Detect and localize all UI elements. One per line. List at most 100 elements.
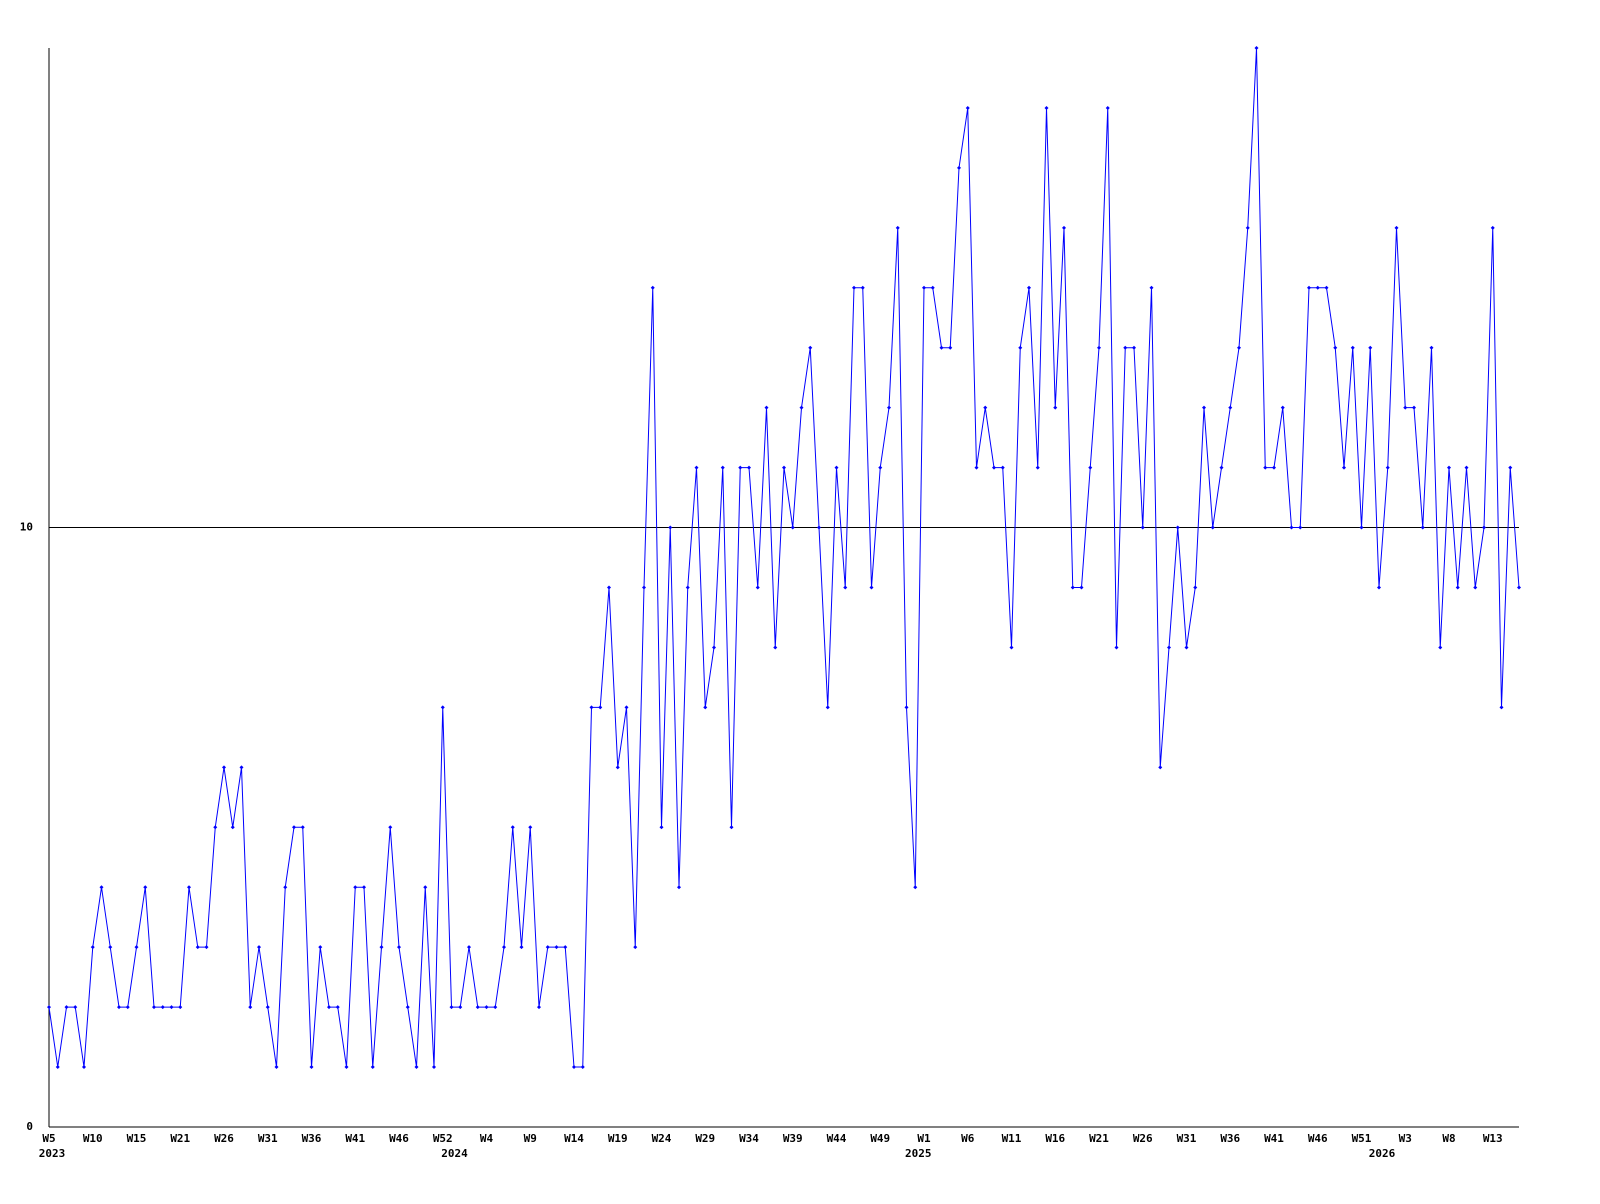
x-tick-label: W29	[695, 1132, 715, 1145]
x-tick-label: W39	[783, 1132, 803, 1145]
point-marker	[554, 945, 559, 950]
point-marker	[572, 1065, 576, 1070]
point-marker	[239, 765, 244, 770]
y-tick-label: 10	[20, 521, 33, 534]
point-marker	[134, 945, 139, 950]
x-tick-label: W44	[827, 1132, 847, 1145]
point-marker	[817, 525, 821, 530]
point-marker	[825, 705, 830, 710]
point-marker	[694, 465, 699, 470]
x-tick-label: W41	[345, 1132, 365, 1145]
point-marker	[1088, 465, 1093, 470]
x-tick-label: W19	[608, 1132, 628, 1145]
point-marker	[1429, 345, 1434, 350]
x-tick-label: W8	[1442, 1132, 1455, 1145]
point-marker	[82, 1065, 86, 1070]
x-tick-label: W9	[524, 1132, 537, 1145]
point-marker	[309, 1065, 314, 1070]
point-marker	[362, 885, 366, 890]
point-marker	[580, 1065, 585, 1070]
x-tick-label: W5	[42, 1132, 55, 1145]
point-marker	[1228, 405, 1233, 410]
point-marker	[633, 945, 638, 950]
point-marker	[1219, 465, 1224, 470]
point-marker	[230, 825, 235, 830]
x-tick-label: W51	[1352, 1132, 1372, 1145]
point-marker	[537, 1005, 541, 1010]
point-marker	[642, 585, 646, 590]
point-marker	[125, 1005, 130, 1010]
point-marker	[388, 825, 393, 830]
point-marker	[720, 465, 725, 470]
point-marker	[852, 285, 856, 290]
point-marker	[178, 1005, 183, 1010]
point-marker	[257, 945, 261, 950]
point-marker	[878, 465, 883, 470]
point-marker	[152, 1005, 156, 1010]
x-tick-label: W52	[433, 1132, 453, 1145]
point-marker	[1359, 525, 1364, 530]
point-marker	[1298, 525, 1303, 530]
point-marker	[432, 1065, 436, 1070]
point-marker	[414, 1065, 419, 1070]
x-tick-label: W31	[258, 1132, 278, 1145]
x-tick-label: W26	[1133, 1132, 1153, 1145]
point-marker	[1018, 345, 1023, 350]
point-marker	[467, 945, 471, 950]
point-marker	[73, 1005, 78, 1010]
point-marker	[948, 345, 953, 350]
point-marker	[318, 945, 323, 950]
y-tick-label: 0	[26, 1120, 33, 1133]
point-marker	[607, 585, 611, 590]
point-marker	[335, 1005, 340, 1010]
point-marker	[1245, 225, 1250, 230]
point-marker	[563, 945, 568, 950]
point-marker	[1499, 705, 1504, 710]
point-marker	[764, 405, 769, 410]
point-marker	[1000, 465, 1005, 470]
point-marker	[1324, 285, 1329, 290]
point-marker	[528, 825, 533, 830]
point-marker	[274, 1065, 279, 1070]
x-tick-label: W36	[1220, 1132, 1240, 1145]
point-marker	[484, 1005, 489, 1010]
point-marker	[300, 825, 305, 830]
x-tick-label: W6	[961, 1132, 975, 1145]
point-marker	[922, 285, 926, 290]
point-marker	[974, 465, 979, 470]
point-marker	[782, 465, 786, 470]
point-marker	[1184, 645, 1189, 650]
point-marker	[1412, 405, 1416, 410]
point-marker	[624, 705, 629, 710]
point-marker	[1342, 465, 1346, 470]
x-tick-label: W36	[302, 1132, 322, 1145]
point-marker	[353, 885, 358, 890]
point-marker	[747, 465, 751, 470]
point-marker	[265, 1005, 270, 1010]
point-marker	[1062, 225, 1066, 230]
point-marker	[1105, 105, 1110, 110]
x-year-label: 2025	[905, 1147, 932, 1160]
point-marker	[1438, 645, 1443, 650]
point-marker	[939, 345, 944, 350]
point-marker	[1158, 765, 1163, 770]
x-tick-label: W46	[1308, 1132, 1328, 1145]
x-tick-label: W16	[1045, 1132, 1065, 1145]
x-year-label: 2023	[39, 1147, 66, 1160]
point-marker	[423, 885, 428, 890]
point-marker	[1079, 585, 1084, 590]
x-year-label: 2026	[1369, 1147, 1396, 1160]
point-marker	[904, 705, 909, 710]
point-marker	[755, 585, 760, 590]
point-marker	[738, 465, 743, 470]
x-tick-label: W41	[1264, 1132, 1284, 1145]
point-marker	[64, 1005, 69, 1010]
point-marker	[108, 945, 113, 950]
point-marker	[379, 945, 384, 950]
point-marker	[1114, 645, 1119, 650]
point-marker	[327, 1005, 331, 1010]
point-marker	[169, 1005, 174, 1010]
point-marker	[1333, 345, 1338, 350]
point-marker	[860, 285, 865, 290]
